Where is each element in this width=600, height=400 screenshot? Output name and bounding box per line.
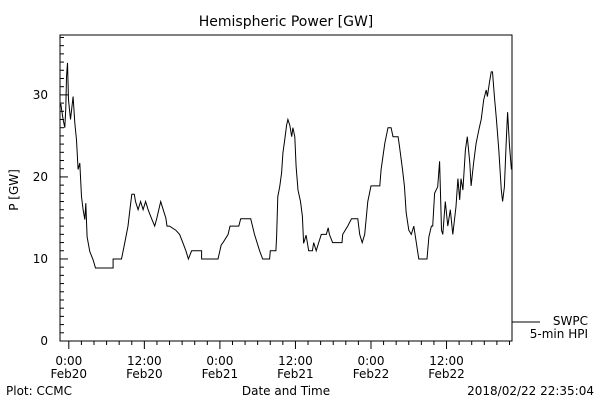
- plot-frame: [59, 34, 513, 342]
- plot-timestamp: 2018/02/22 22:35:04: [467, 384, 594, 398]
- x-tick-label-date: Feb22: [353, 367, 390, 381]
- axis-ticks: [60, 36, 510, 349]
- x-tick-label-date: Feb21: [202, 367, 239, 381]
- x-tick-label-date: Feb20: [126, 367, 163, 381]
- x-tick-label-date: Feb20: [51, 367, 88, 381]
- legend: SWPC 5-min HPI: [512, 314, 588, 341]
- x-tick-label-date: Feb22: [428, 367, 465, 381]
- x-tick-label-date: Feb21: [277, 367, 314, 381]
- plot-credit: Plot: CCMC: [6, 384, 72, 398]
- y-tick-label: 10: [33, 252, 48, 266]
- x-tick-label-time: 12:00: [278, 354, 313, 368]
- y-tick-label: 30: [33, 88, 48, 102]
- x-tick-label-time: 0:00: [358, 354, 385, 368]
- tick-labels: 01020300:00Feb2012:00Feb200:00Feb2112:00…: [33, 88, 465, 381]
- x-tick-label-time: 0:00: [55, 354, 82, 368]
- legend-label-2: 5-min HPI: [530, 327, 588, 341]
- x-axis-label: Date and Time: [242, 384, 330, 398]
- x-tick-label-time: 0:00: [206, 354, 233, 368]
- x-tick-label-time: 12:00: [429, 354, 464, 368]
- x-tick-label-time: 12:00: [127, 354, 162, 368]
- y-tick-label: 0: [40, 334, 48, 348]
- chart-title: Hemispheric Power [GW]: [199, 14, 374, 30]
- series-line-swpc-hpi: [60, 62, 512, 269]
- y-axis-label: P [GW]: [7, 169, 21, 211]
- legend-label-1: SWPC: [553, 314, 588, 328]
- y-tick-label: 20: [33, 170, 48, 184]
